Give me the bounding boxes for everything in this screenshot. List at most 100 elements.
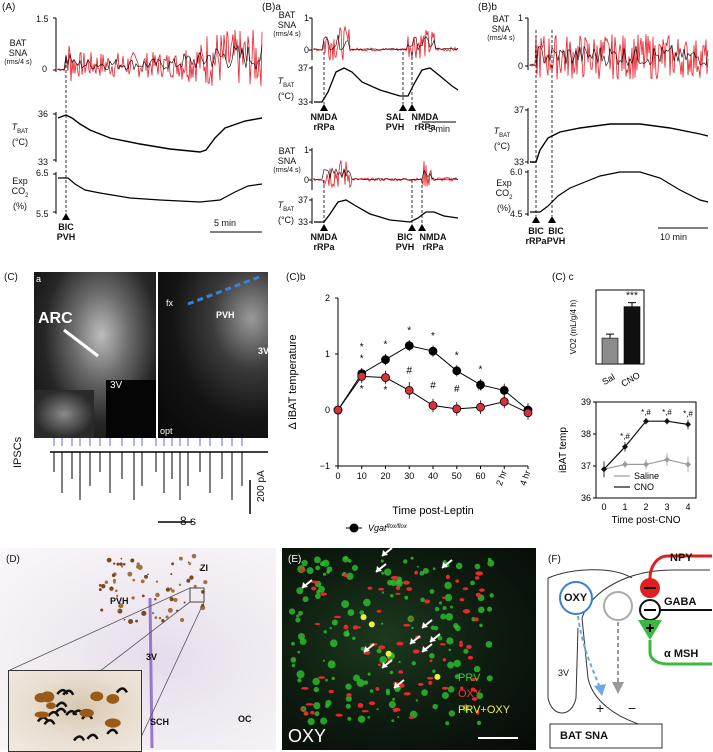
- ba-sna-trace-1: [313, 26, 459, 61]
- panel-ca-label: (C): [4, 272, 18, 283]
- d-inset: [8, 670, 142, 752]
- ca-arc-pointer: [63, 328, 99, 358]
- cc-xlabel: Time post-CNO: [611, 515, 680, 526]
- cb-point: [404, 386, 414, 395]
- ca-ipsc-trace: [50, 438, 268, 523]
- a-tbat-label: TBAT (°C): [11, 122, 29, 147]
- ca-scale-x: 8 s: [180, 514, 197, 528]
- cc-point: [643, 418, 649, 425]
- bb-tick-45: 4.5: [510, 209, 523, 219]
- cb-xtick-label: 0: [335, 471, 340, 481]
- cb-xtick-label: 30: [404, 471, 414, 481]
- e-micrograph: [282, 548, 536, 750]
- ba-nmda-label-1: NMDA rRPa: [310, 112, 338, 132]
- cc-ytick-label: 39: [581, 397, 591, 407]
- cc-ylabel: iBAT temp: [558, 427, 569, 473]
- d-oc-label: OC: [238, 714, 252, 724]
- f-minus-label: −: [628, 700, 637, 716]
- cc-point: [664, 418, 670, 425]
- ca-opt-label: opt: [160, 426, 173, 436]
- ba-tick-0: 0: [304, 45, 310, 55]
- a-tbat-trace: [57, 114, 263, 153]
- cb-ytick-label: 1: [325, 349, 330, 359]
- a-tbat-tick-top: 36: [38, 109, 49, 119]
- cb-annotation: #: [454, 384, 460, 395]
- ba-tick-33: 33: [298, 97, 309, 107]
- cb-point: [404, 341, 414, 350]
- e-oxy-legend: OXY: [458, 688, 482, 700]
- ba-sal-label: SAL PVH: [385, 112, 405, 132]
- cc-bar-label: CNO: [619, 370, 641, 389]
- a-co2-label: Exp CO2 (%): [11, 176, 29, 211]
- cb-annotation: #: [478, 382, 484, 393]
- bb-tbat-label: TBAT (°C): [493, 126, 511, 151]
- bb-scale-label: 10 min: [660, 232, 688, 242]
- ba-tbat-trace-1: [314, 67, 459, 103]
- ba-tbat-trace-2: [314, 199, 459, 223]
- e-corner-label: OXY: [288, 726, 327, 746]
- bb-sna-trace: [529, 34, 709, 80]
- e-prv-legend: PRV: [458, 672, 481, 684]
- a-tbat-tick-bottom: 33: [38, 157, 49, 167]
- cc-point: [664, 456, 670, 463]
- cb-point: [499, 386, 509, 395]
- cb-ylabel: Δ iBAT temperature: [287, 335, 299, 430]
- cb-point: [428, 401, 438, 410]
- bb-tbat-trace: [530, 123, 709, 163]
- a-bat-sna-label: BAT SNA (rms/4 s): [4, 38, 32, 66]
- ca-arc-label: ARC: [38, 310, 73, 327]
- ba-nmda-label-4: NMDA rRPa: [419, 232, 447, 252]
- panel-cb-label: (C)b: [286, 272, 306, 283]
- panel-e-label: (E): [288, 554, 302, 565]
- cb-xtick-label: 10: [357, 471, 367, 481]
- traces-svg: [53, 17, 709, 233]
- cc-point: [643, 461, 649, 468]
- cb-point: [333, 405, 343, 415]
- ca-scale-y: 200 pA: [256, 470, 267, 502]
- panel-d-label: (D): [6, 554, 20, 565]
- cb-annotation: *: [407, 325, 411, 336]
- cb-xtick-label: 50: [452, 471, 462, 481]
- f-npy-label: NPY: [670, 552, 693, 564]
- ba-bic-label: BIC PVH: [395, 232, 415, 252]
- a-co2-trace: [58, 177, 263, 203]
- cc-sig-label: ***: [626, 291, 638, 302]
- bb-co2-label: Exp CO2 (%): [495, 178, 513, 213]
- cb-xlabel: Time post-Leptin: [392, 505, 474, 517]
- cb-ytick-label: 0: [325, 405, 330, 415]
- ca-ipscs-label: IPSCs: [12, 436, 24, 468]
- d-pvh-label: PVH: [110, 596, 129, 606]
- cc-bar-chart: Sal CNO *** VO2 (mL/g/4 h): [569, 289, 645, 389]
- cc-xtick-label: 0: [601, 502, 606, 512]
- bb-tick-33: 33: [514, 157, 525, 167]
- cc-point: [622, 443, 628, 450]
- cb-ytick-label: −1: [320, 461, 330, 471]
- ca-3v-label-2: 3V: [258, 346, 270, 356]
- cc-ytick-label: 36: [581, 493, 591, 503]
- cb-point: [499, 397, 509, 406]
- cc-bar-label: Sal: [600, 372, 616, 387]
- cc-bar: [601, 337, 619, 365]
- a-scale-label: 5 min: [214, 218, 237, 228]
- panel-bb-label: (B)b: [478, 2, 497, 13]
- cb-xtick-label: 40: [428, 471, 438, 481]
- bb-tick-1: 1: [518, 13, 524, 23]
- ca-pvh-label: PVH: [216, 310, 235, 320]
- d-overlay: [9, 553, 208, 749]
- cc-point: [685, 421, 691, 428]
- a-bic-marker: [62, 213, 70, 220]
- cb-annotation: *: [479, 364, 483, 375]
- bb-tick-0: 0: [518, 61, 524, 71]
- ba2-tick-33: 33: [298, 217, 309, 227]
- cc-point: [685, 461, 691, 468]
- ca-micrograph-arc: [34, 272, 156, 438]
- ba2-tick-37: 37: [298, 195, 309, 205]
- a-co2-tick-top: 6.5: [36, 168, 49, 178]
- cb-xtick-label: 60: [475, 471, 485, 481]
- cc-xtick-label: 3: [664, 502, 669, 512]
- cc-xtick-label: 1: [622, 502, 627, 512]
- ca-blue-dashed-line: [187, 274, 263, 306]
- cc-line-chart: 39 38 37 36 0 1 2 3 4 Time post-CNO iBAT temp *,# *,…: [558, 397, 697, 526]
- ba-nmda-label-3: NMDA rRPa: [310, 232, 338, 252]
